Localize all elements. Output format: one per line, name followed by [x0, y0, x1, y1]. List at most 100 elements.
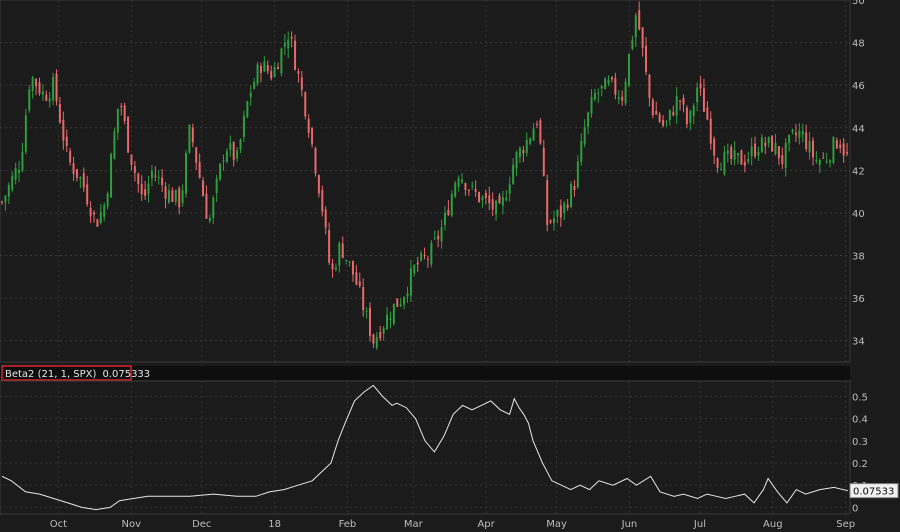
candle-body — [573, 186, 576, 191]
candle — [743, 154, 746, 173]
candle — [188, 124, 191, 154]
candle-body — [501, 197, 504, 206]
candle-body — [167, 190, 170, 203]
candle-body — [304, 92, 307, 117]
candle-body — [375, 337, 378, 348]
candle — [246, 100, 249, 119]
candle-body — [106, 193, 109, 207]
candle — [631, 35, 634, 51]
candle — [754, 136, 757, 159]
candle — [147, 176, 150, 203]
candle — [341, 236, 344, 259]
candle-body — [331, 263, 334, 270]
candle — [249, 85, 252, 106]
candle-body — [283, 43, 286, 47]
x-tick-label-1: Nov — [121, 519, 141, 530]
candle — [658, 111, 661, 124]
price-y-tick-label-1: 48 — [852, 39, 865, 50]
beta-badge-value: 0.07533 — [853, 487, 894, 498]
candle-body — [740, 150, 743, 165]
candle — [590, 88, 593, 118]
candle-body — [222, 160, 225, 162]
candle — [75, 168, 78, 182]
candle-body — [450, 194, 453, 216]
candle-body — [788, 134, 791, 144]
candle — [403, 296, 406, 310]
candle — [164, 181, 167, 209]
candle-body — [82, 173, 85, 188]
candle — [229, 135, 232, 157]
candle-body — [38, 82, 41, 94]
candle — [573, 179, 576, 197]
candle-body — [212, 197, 215, 218]
candle — [621, 90, 624, 106]
candle — [334, 263, 337, 272]
candle — [123, 102, 126, 125]
candle — [437, 230, 440, 248]
candle — [287, 31, 290, 59]
x-tick-label-9: Jul — [693, 519, 706, 530]
candle — [324, 206, 327, 235]
candle-body — [689, 110, 692, 124]
indicator-label-box[interactable] — [1, 365, 132, 381]
candle — [62, 111, 65, 150]
candle-body — [764, 142, 767, 147]
candle — [72, 156, 75, 181]
candle — [120, 102, 123, 116]
beta-y-tick-label-1: 0.4 — [852, 415, 868, 426]
candle — [294, 34, 297, 71]
candle-body — [454, 183, 457, 197]
candle-body — [110, 154, 113, 198]
candle — [413, 263, 416, 277]
candle-body — [28, 89, 31, 111]
candle — [375, 332, 378, 351]
candle-body — [225, 151, 228, 162]
candle — [372, 333, 375, 348]
candle — [624, 78, 627, 106]
candle-body — [757, 151, 760, 156]
candle — [614, 72, 617, 100]
beta-grid — [0, 381, 850, 514]
candle-body — [188, 124, 191, 153]
candle-body — [658, 114, 661, 122]
candle-body — [41, 91, 44, 95]
candle — [811, 137, 814, 166]
candle-body — [239, 139, 242, 150]
candle-body — [426, 258, 429, 260]
candle-body — [512, 164, 515, 184]
candle-body — [484, 192, 487, 199]
candle-body — [31, 77, 34, 92]
candle-body — [263, 61, 266, 72]
candle-body — [798, 130, 801, 139]
candle — [522, 145, 525, 162]
candle-body — [52, 77, 55, 101]
candle — [607, 75, 610, 87]
candle-body — [590, 96, 593, 114]
candle — [328, 222, 331, 266]
candle-body — [345, 259, 348, 261]
candle-body — [89, 207, 92, 217]
candle — [300, 70, 303, 97]
indicator-label[interactable]: Beta2 (21, 1, SPX) 0.075333 — [5, 369, 150, 380]
candle — [297, 68, 300, 83]
x-tick-label-6: Apr — [477, 519, 495, 530]
candle — [593, 88, 596, 102]
candle — [103, 202, 106, 222]
candle-body — [784, 142, 787, 168]
candle-body — [716, 158, 719, 168]
candle — [392, 303, 395, 326]
candle — [767, 136, 770, 148]
candle — [597, 88, 600, 103]
beta-y-tick-label-3: 0.2 — [852, 459, 868, 470]
candle — [791, 128, 794, 135]
candle-body — [539, 120, 542, 144]
x-tick-label-11: Sep — [836, 519, 855, 530]
candle-body — [474, 189, 477, 192]
candle-body — [232, 142, 235, 160]
beta-y-tick-label-0: 0.5 — [852, 393, 868, 404]
candle — [65, 129, 68, 153]
candle-body — [150, 171, 153, 179]
candle — [304, 91, 307, 120]
candle-body — [396, 298, 399, 307]
candle — [447, 200, 450, 217]
